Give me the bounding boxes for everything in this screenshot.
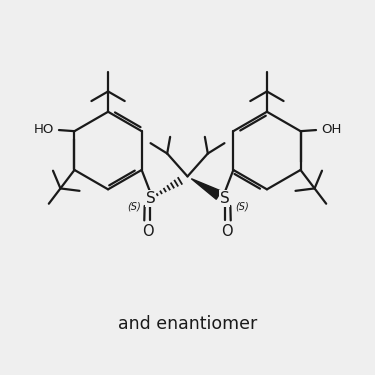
Text: O: O <box>222 224 233 239</box>
Text: O: O <box>142 224 153 239</box>
Text: (S): (S) <box>127 202 141 212</box>
Text: HO: HO <box>34 123 54 136</box>
Text: S: S <box>220 191 230 206</box>
Polygon shape <box>191 179 221 199</box>
Text: S: S <box>146 191 155 206</box>
Text: OH: OH <box>321 123 341 136</box>
Text: and enantiomer: and enantiomer <box>118 315 257 333</box>
Text: (S): (S) <box>235 202 249 212</box>
